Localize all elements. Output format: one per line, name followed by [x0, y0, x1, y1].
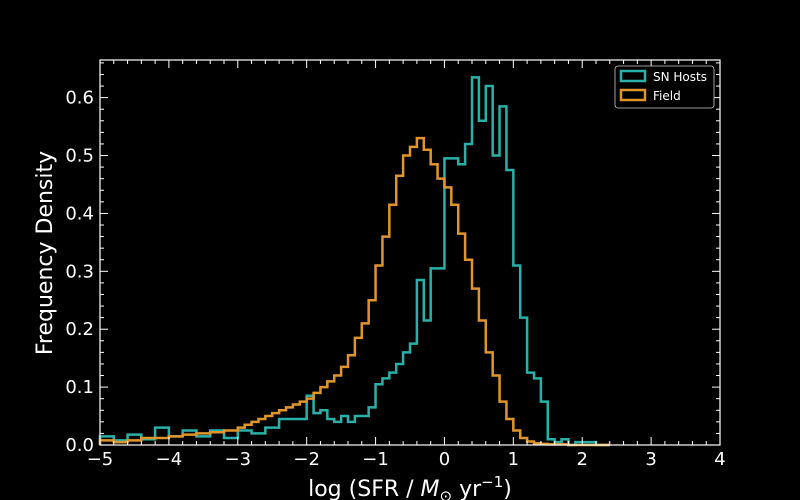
tick-labels-layer: −5 −4 −3 −2 −1 0 1 2 3 4 0.0 0.1 0.2 0.3 0.4 0.5 0.6 [65, 88, 725, 470]
series-field-step [98, 136, 610, 447]
y-tick-label: 0.5 [65, 146, 94, 167]
series-layer [98, 76, 610, 447]
x-axis-label-symbol: M [421, 477, 440, 500]
plot-frame [99, 59, 721, 446]
x-axis-label-suffix: ) [503, 477, 512, 500]
legend: SN Hosts Field [614, 65, 715, 109]
legend-box [614, 65, 715, 109]
x-axis-label: log (SFR / M⊙ yr−1) [308, 473, 512, 500]
y-tick-label: 0.0 [65, 435, 94, 456]
legend-swatch-field [619, 88, 647, 102]
x-axis-label-subscript: ⊙ [440, 487, 453, 500]
y-tick-label: 0.2 [65, 319, 94, 340]
legend-label-field: Field [653, 89, 681, 103]
x-axis-label-superscript: −1 [481, 473, 503, 491]
x-axis-label-prefix: log (SFR / [308, 477, 420, 500]
x-tick-label: −1 [362, 449, 389, 470]
x-axis-label-mid: yr [452, 477, 482, 500]
x-tick-label: −3 [225, 449, 252, 470]
x-tick-label: −4 [156, 449, 183, 470]
x-tick-label: −2 [293, 449, 320, 470]
y-tick-label: 0.1 [65, 377, 94, 398]
x-tick-label: 1 [508, 449, 519, 470]
x-tick-label: 0 [439, 449, 450, 470]
legend-swatch-sn-hosts [619, 69, 647, 83]
x-tick-label: −5 [87, 449, 114, 470]
legend-label-sn-hosts: SN Hosts [653, 70, 707, 84]
y-tick-label: 0.4 [65, 203, 94, 224]
y-tick-label: 0.3 [65, 261, 94, 282]
y-axis-label: Frequency Density [33, 151, 58, 355]
x-tick-label: 4 [714, 449, 725, 470]
x-tick-label: 3 [645, 449, 656, 470]
x-tick-label: 2 [576, 449, 587, 470]
y-tick-label: 0.6 [65, 88, 94, 109]
